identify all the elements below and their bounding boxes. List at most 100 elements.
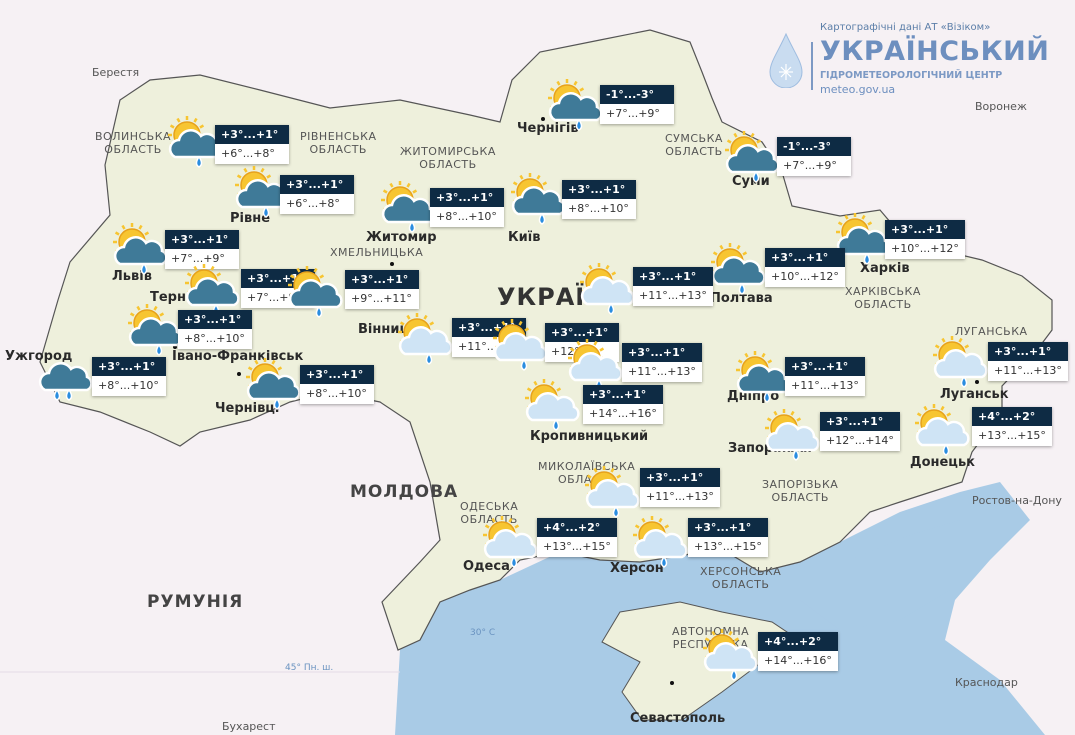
- gridline-label: 45° Пн. ш.: [285, 663, 334, 673]
- forecast-label[interactable]: -1°...-3° +7°...+9°: [777, 137, 851, 176]
- night-temperature: +3°...+1°: [765, 248, 845, 267]
- country-label: МОЛДОВА: [350, 482, 459, 502]
- partly-cloudy-rain-weather-icon[interactable]: [912, 403, 972, 457]
- partly-cloudy-rain-weather-icon[interactable]: [762, 408, 822, 462]
- night-temperature: +3°...+1°: [300, 365, 374, 384]
- day-temperature: +8°...+10°: [92, 376, 166, 396]
- partly-cloudy-rain-weather-icon[interactable]: [378, 180, 438, 234]
- partly-cloudy-rain-weather-icon[interactable]: [565, 338, 625, 392]
- partly-cloudy-rain-weather-icon[interactable]: [165, 115, 225, 169]
- city-label: Чернівці: [215, 401, 280, 416]
- day-temperature: +10°...+12°: [765, 267, 845, 287]
- raindrop-icon: [792, 448, 800, 461]
- partly-cloudy-rain-weather-icon[interactable]: [508, 172, 568, 226]
- forecast-label[interactable]: +3°...+1° +11°...+13°: [633, 267, 713, 306]
- night-temperature: +3°...+1°: [820, 412, 900, 431]
- day-temperature: +14°...+16°: [583, 404, 663, 424]
- partly-cloudy-rain-weather-icon[interactable]: [577, 262, 637, 316]
- partly-cloudy-rain-weather-icon[interactable]: [522, 378, 582, 432]
- partly-cloudy-rain-weather-icon[interactable]: [722, 130, 782, 184]
- raindrop-icon: [538, 212, 546, 225]
- city-label: Донецьк: [910, 455, 975, 470]
- partly-cloudy-rain-weather-icon[interactable]: [700, 628, 760, 682]
- city-label: Севастополь: [630, 711, 726, 726]
- forecast-label[interactable]: +3°...+1° +14°...+16°: [583, 385, 663, 424]
- partly-cloudy-rain-weather-icon[interactable]: [582, 465, 642, 519]
- forecast-label[interactable]: +3°...+1° +10°...+12°: [885, 220, 965, 259]
- forecast-label[interactable]: +3°...+1° +11°...+13°: [640, 468, 720, 507]
- forecast-label[interactable]: +4°...+2° +13°...+15°: [537, 518, 617, 557]
- forecast-label[interactable]: +3°...+1° +10°...+12°: [765, 248, 845, 287]
- forecast-label[interactable]: +3°...+1° +8°...+10°: [300, 365, 374, 404]
- city-dot: [173, 345, 177, 349]
- org-url[interactable]: meteo.gov.ua: [820, 83, 896, 96]
- partly-cloudy-rain-weather-icon[interactable]: [833, 212, 893, 266]
- city-dot: [390, 262, 394, 266]
- rain-weather-icon[interactable]: [35, 348, 95, 402]
- day-temperature: +14°...+16°: [758, 651, 838, 671]
- forecast-label[interactable]: +4°...+2° +13°...+15°: [972, 407, 1052, 446]
- forecast-label[interactable]: +3°...+1° +13°...+15°: [688, 518, 768, 557]
- partly-cloudy-rain-weather-icon[interactable]: [395, 312, 455, 366]
- forecast-label[interactable]: +3°...+1° +9°...+11°: [345, 270, 419, 309]
- night-temperature: +3°...+1°: [178, 310, 252, 329]
- partly-cloudy-rain-weather-icon[interactable]: [490, 318, 550, 372]
- partly-cloudy-rain-weather-icon[interactable]: [480, 515, 540, 569]
- forecast-label[interactable]: +3°...+1° +11°...+13°: [785, 357, 865, 396]
- forecast-label[interactable]: -1°...-3° +7°...+9°: [600, 85, 674, 124]
- region-label: ХАРКІВСЬКА ОБЛАСТЬ: [845, 285, 921, 311]
- night-temperature: +3°...+1°: [640, 468, 720, 487]
- forecast-label[interactable]: +3°...+1° +11°...+13°: [988, 342, 1068, 381]
- city-label: Кропивницький: [530, 429, 649, 444]
- night-temperature: +3°...+1°: [562, 180, 636, 199]
- partly-cloudy-rain-weather-icon[interactable]: [930, 335, 990, 389]
- day-temperature: +11°...+13°: [785, 376, 865, 396]
- raindrop-icon: [575, 118, 583, 131]
- forecast-label[interactable]: +3°...+1° +12°...+14°: [820, 412, 900, 451]
- partly-cloudy-rain-weather-icon[interactable]: [125, 303, 185, 357]
- day-temperature: +11°...+13°: [633, 286, 713, 306]
- partly-cloudy-rain-weather-icon[interactable]: [733, 350, 793, 404]
- foreign-city-label: Воронеж: [975, 100, 1027, 113]
- cloud-icon: [711, 256, 766, 286]
- partly-cloudy-rain-weather-icon[interactable]: [708, 242, 768, 296]
- partly-cloudy-rain-weather-icon[interactable]: [182, 263, 242, 317]
- sea: [395, 482, 1045, 735]
- day-temperature: +10°...+12°: [885, 239, 965, 259]
- night-temperature: +3°...+1°: [622, 343, 702, 362]
- region-label: ЛУГАНСЬКА: [955, 325, 1028, 338]
- partly-cloudy-rain-weather-icon[interactable]: [232, 165, 292, 219]
- night-temperature: +3°...+1°: [92, 357, 166, 376]
- day-temperature: +13°...+15°: [972, 426, 1052, 446]
- forecast-label[interactable]: +3°...+1° +8°...+10°: [562, 180, 636, 219]
- partly-cloudy-rain-weather-icon[interactable]: [110, 222, 170, 276]
- partly-cloudy-rain-weather-icon[interactable]: [243, 357, 303, 411]
- cloud-icon: [568, 352, 623, 382]
- day-temperature: +8°...+10°: [300, 384, 374, 404]
- partly-cloudy-rain-weather-icon[interactable]: [630, 515, 690, 569]
- forecast-label[interactable]: +4°...+2° +14°...+16°: [758, 632, 838, 671]
- raindrop-icon: [273, 397, 281, 410]
- forecast-label[interactable]: +3°...+1° +8°...+10°: [92, 357, 166, 396]
- partly-cloudy-rain-weather-icon[interactable]: [545, 78, 605, 132]
- raindrop-icon: [315, 305, 323, 318]
- forecast-label[interactable]: +3°...+1° +11°...+13°: [622, 343, 702, 382]
- city-label: Луганськ: [940, 387, 1009, 402]
- city-label: Одеса: [463, 559, 510, 574]
- forecast-label[interactable]: +3°...+1° +6°...+8°: [215, 125, 289, 164]
- cloud-icon: [246, 371, 301, 401]
- cloud-icon: [915, 417, 970, 447]
- map-source: Картографічні дані АТ «Візіком»: [820, 22, 991, 33]
- city-label: Київ: [508, 230, 541, 245]
- cloud-icon: [585, 479, 640, 509]
- city-dot: [237, 372, 241, 376]
- forecast-label[interactable]: +3°...+1° +7°...+9°: [165, 230, 239, 269]
- night-temperature: -1°...-3°: [777, 137, 851, 156]
- org-name: УКРАЇНСЬКИЙ: [820, 36, 1050, 67]
- partly-cloudy-rain-weather-icon[interactable]: [285, 265, 345, 319]
- forecast-label[interactable]: +3°...+1° +8°...+10°: [178, 310, 252, 349]
- night-temperature: +3°...+1°: [785, 357, 865, 376]
- forecast-label[interactable]: +3°...+1° +8°...+10°: [430, 188, 504, 227]
- city-label: Харків: [860, 261, 910, 276]
- forecast-label[interactable]: +3°...+1° +6°...+8°: [280, 175, 354, 214]
